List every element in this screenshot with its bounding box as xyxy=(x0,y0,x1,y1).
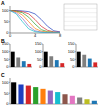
bar xyxy=(62,94,67,104)
bar xyxy=(77,52,81,67)
bar xyxy=(33,87,38,104)
bar xyxy=(93,62,97,67)
series-line xyxy=(10,11,60,33)
y-tick-label: 50 xyxy=(4,19,9,24)
y-tick xyxy=(42,67,43,68)
plot-area xyxy=(44,52,64,67)
y-axis xyxy=(43,44,44,67)
table-border xyxy=(64,4,97,30)
bar xyxy=(44,52,48,67)
y-axis xyxy=(76,44,77,67)
table-rule xyxy=(64,25,97,26)
bar xyxy=(18,85,23,105)
y-tick xyxy=(9,44,10,45)
bar xyxy=(60,63,64,67)
bar xyxy=(55,60,59,67)
y-tick xyxy=(9,10,10,11)
bar xyxy=(55,92,60,104)
y-tick-label: 100 xyxy=(2,80,9,85)
plot-area xyxy=(11,52,31,67)
y-tick-label: 100 xyxy=(2,8,9,13)
bar xyxy=(88,59,92,67)
y-tick-label: 50 xyxy=(4,91,9,96)
series-line xyxy=(10,11,60,33)
bar xyxy=(70,96,75,104)
plot-area xyxy=(77,52,97,67)
bar xyxy=(27,64,31,67)
series-line xyxy=(10,11,60,33)
y-tick xyxy=(75,44,76,45)
table-rule xyxy=(64,12,97,13)
y-tick-label: 0 xyxy=(39,64,42,69)
panel-title: A xyxy=(1,0,5,6)
table-rule xyxy=(64,21,97,22)
y-tick xyxy=(9,93,10,94)
y-tick-label: 0 xyxy=(72,64,75,69)
bar xyxy=(48,91,53,104)
y-axis xyxy=(10,78,11,104)
y-axis xyxy=(10,44,11,67)
y-tick-label: 50 xyxy=(37,57,42,62)
table-frame xyxy=(64,4,97,30)
chart: 0 50 100 150 xyxy=(35,41,65,69)
y-tick xyxy=(9,59,10,60)
y-axis xyxy=(10,6,11,33)
chart: A050100048 xyxy=(1,0,62,38)
bar xyxy=(40,89,45,104)
bar xyxy=(84,99,89,104)
y-tick xyxy=(9,104,10,105)
y-tick-label: 150 xyxy=(68,41,75,46)
series-line xyxy=(10,11,60,33)
series-line xyxy=(10,11,60,33)
chart: 0 50 100 150 xyxy=(68,41,98,69)
series-line xyxy=(10,11,60,32)
y-tick xyxy=(9,82,10,83)
y-tick-label: 150 xyxy=(35,41,42,46)
y-tick xyxy=(9,51,10,52)
table-rule xyxy=(64,17,97,18)
y-tick-label: 100 xyxy=(2,49,9,54)
y-tick-label: 100 xyxy=(35,49,42,54)
bar xyxy=(11,52,15,67)
y-tick-label: 100 xyxy=(68,49,75,54)
y-tick xyxy=(75,59,76,60)
y-tick-label: 0 xyxy=(6,101,9,106)
chart: C 0 50 100 xyxy=(1,72,98,106)
bar xyxy=(16,57,20,67)
y-tick xyxy=(9,67,10,68)
y-tick-label: 50 xyxy=(4,57,9,62)
plot-area xyxy=(11,82,97,104)
y-tick-label: 0 xyxy=(6,64,9,69)
y-tick-label: 150 xyxy=(2,41,9,46)
y-tick-label: 50 xyxy=(70,57,75,62)
y-tick xyxy=(42,44,43,45)
table-rule xyxy=(64,8,97,9)
bar xyxy=(26,86,31,104)
chart: B050100150 xyxy=(1,38,32,69)
y-tick xyxy=(9,21,10,22)
bar xyxy=(22,61,26,67)
panel-title: C xyxy=(1,72,5,78)
figure: A050100048B050100150050100150050100150C0… xyxy=(0,0,100,109)
y-tick xyxy=(75,67,76,68)
bar xyxy=(49,56,53,67)
x-tick-label: 8 xyxy=(59,33,62,38)
bar xyxy=(82,55,86,67)
y-tick xyxy=(75,51,76,52)
plot-area xyxy=(10,11,60,33)
x-tick-label: 0 xyxy=(9,33,12,38)
bar xyxy=(11,82,16,104)
y-tick xyxy=(42,59,43,60)
x-tick-label: 4 xyxy=(34,33,37,38)
bar xyxy=(92,101,97,104)
bar xyxy=(77,98,82,105)
y-tick xyxy=(42,51,43,52)
